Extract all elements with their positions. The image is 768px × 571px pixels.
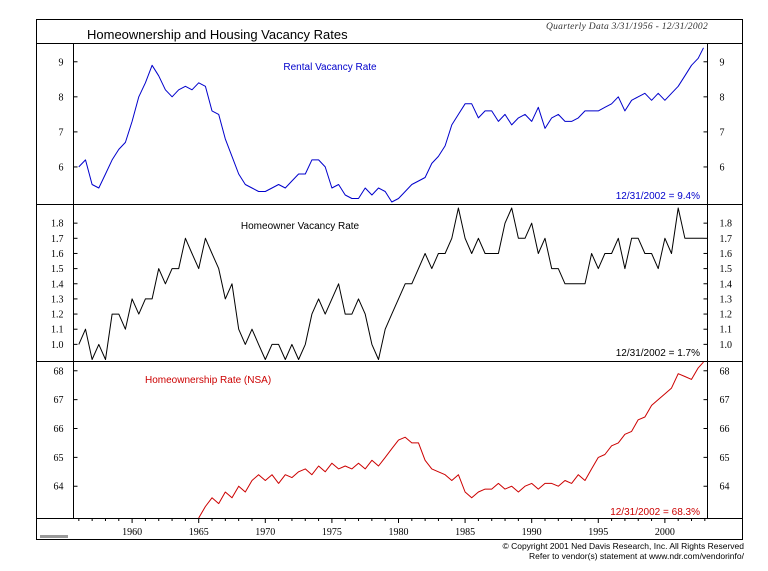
y-tick-label-right: 65 [720, 453, 730, 464]
panel-title: Homeownership Rate (NSA) [145, 375, 271, 386]
copyright-notice: © Copyright 2001 Ned Davis Research, Inc… [502, 541, 744, 561]
x-tick-label: 1995 [588, 527, 608, 538]
panel-2: 1.8 1.8 1.7 1.7 1.6 1.6 1.5 1.5 1.4 1.4 1.3 1.3 1.2 1… [51, 207, 733, 360]
x-tick-label: 1970 [255, 527, 275, 538]
y-tick-label-left: 1.6 [51, 249, 64, 260]
y-tick-label-left: 7 [59, 127, 64, 138]
y-tick-label-left: 67 [54, 395, 64, 406]
x-tick-label: 1985 [455, 527, 475, 538]
outer-frame [36, 19, 743, 540]
series-line-homeownership [198, 361, 704, 519]
y-tick-label-left: 1.8 [51, 219, 64, 230]
y-tick-label-left: 9 [59, 57, 64, 68]
panel-title: Rental Vacancy Rate [283, 62, 377, 73]
y-tick-label-left: 6 [59, 162, 64, 173]
y-tick-label-left: 66 [54, 424, 64, 435]
end-value-label: 12/31/2002 = 68.3% [610, 507, 700, 518]
y-tick-label-right: 66 [720, 424, 730, 435]
x-tick-label: 1975 [322, 527, 342, 538]
x-tick-label: 2000 [655, 527, 675, 538]
y-tick-label-right: 7 [720, 127, 725, 138]
y-tick-label-right: 1.5 [720, 264, 733, 275]
y-tick-label-left: 1.4 [51, 279, 64, 290]
panel-3: 68 68 67 67 66 66 65 65 64 64 Homeownership Rate (… [54, 361, 730, 519]
copyright-line-1: © Copyright 2001 Ned Davis Research, Inc… [502, 541, 744, 551]
y-tick-label-right: 1.1 [720, 325, 733, 336]
end-value-label: 12/31/2002 = 9.4% [616, 191, 700, 202]
end-value-label: 12/31/2002 = 1.7% [616, 348, 700, 359]
x-tick-label: 1960 [122, 527, 142, 538]
y-tick-label-left: 8 [59, 92, 64, 103]
series-line-homeowner [78, 207, 704, 360]
y-tick-label-right: 6 [720, 162, 725, 173]
y-tick-label-right: 1.4 [720, 279, 733, 290]
x-tick-label: 1990 [522, 527, 542, 538]
copyright-line-2: Refer to vendor(s) statement at www.ndr.… [529, 551, 744, 561]
y-tick-label-left: 1.0 [51, 340, 64, 351]
panel-1: 9 9 8 8 7 7 6 6 Rental Vacancy Rate 12/31/2002 = … [59, 47, 725, 203]
y-tick-label-left: 1.5 [51, 264, 64, 275]
y-tick-label-right: 1.6 [720, 249, 733, 260]
y-tick-label-left: 1.1 [51, 325, 64, 336]
y-tick-label-right: 1.8 [720, 219, 733, 230]
panel-title: Homeowner Vacancy Rate [241, 221, 360, 232]
y-tick-label-left: 68 [54, 366, 64, 377]
y-tick-label-right: 68 [720, 366, 730, 377]
logo-mark [40, 535, 68, 538]
y-tick-label-left: 1.3 [51, 294, 64, 305]
y-tick-label-right: 8 [720, 92, 725, 103]
y-tick-label-left: 1.7 [51, 234, 64, 245]
chart-subtitle: Quarterly Data 3/31/1956 - 12/31/2002 [545, 22, 708, 32]
y-tick-label-left: 1.2 [51, 310, 64, 321]
y-tick-label-left: 64 [54, 482, 64, 493]
y-tick-label-right: 1.2 [720, 310, 733, 321]
y-tick-label-right: 1.0 [720, 340, 733, 351]
y-tick-label-left: 65 [54, 453, 64, 464]
y-tick-label-right: 9 [720, 57, 725, 68]
y-tick-label-right: 1.7 [720, 234, 733, 245]
x-tick-label: 1980 [388, 527, 408, 538]
y-tick-label-right: 64 [720, 482, 730, 493]
chart-title: Homeownership and Housing Vacancy Rates [87, 27, 348, 42]
y-tick-label-right: 1.3 [720, 294, 733, 305]
y-tick-label-right: 67 [720, 395, 730, 406]
series-line-rental [78, 47, 704, 203]
x-tick-label: 1965 [189, 527, 209, 538]
